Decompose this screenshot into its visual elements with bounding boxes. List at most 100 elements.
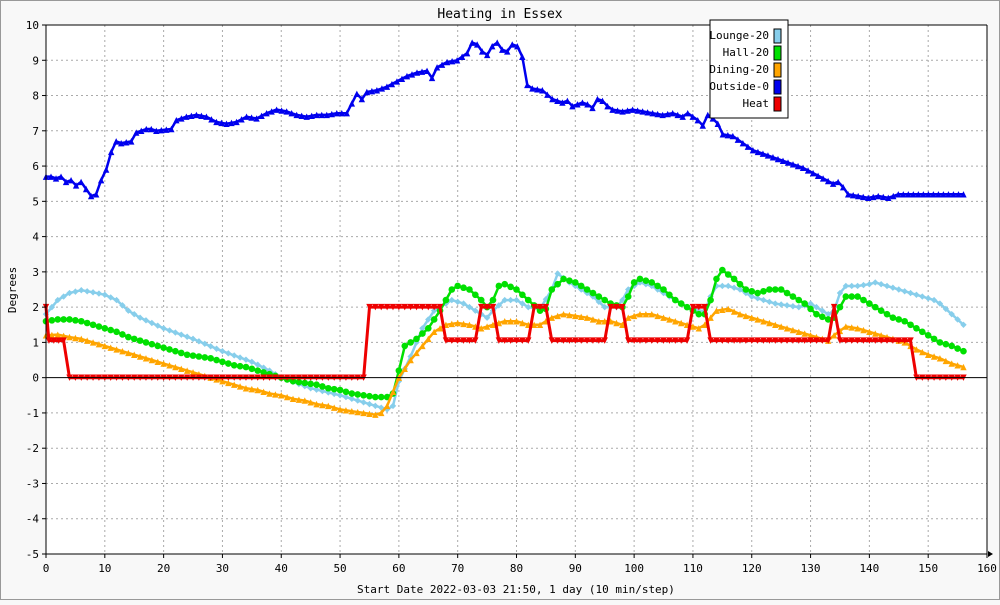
data-point (795, 303, 802, 311)
data-point (754, 148, 762, 156)
data-point (719, 306, 726, 313)
x-axis-label: Start Date 2022-03-03 21:50, 1 day (10 m… (357, 583, 675, 596)
data-point (830, 332, 838, 339)
data-point (372, 402, 379, 410)
data-point (83, 337, 91, 344)
data-point (308, 112, 315, 120)
y-tick-label: 10 (26, 19, 39, 32)
data-point (583, 337, 591, 344)
data-point (777, 301, 785, 308)
data-point (142, 355, 150, 362)
data-point (936, 300, 944, 307)
data-point (807, 300, 814, 307)
data-point (242, 363, 250, 371)
data-point (207, 343, 214, 350)
data-point (72, 182, 80, 189)
data-point (577, 313, 585, 321)
data-point (501, 318, 508, 325)
data-point (554, 280, 561, 288)
data-point (954, 316, 961, 323)
data-point (572, 337, 579, 344)
data-point (885, 194, 892, 202)
data-point (430, 303, 438, 311)
data-point (307, 399, 314, 406)
data-point (438, 61, 446, 68)
data-point (448, 296, 456, 304)
data-point (248, 358, 256, 365)
data-point (148, 125, 155, 133)
data-point (736, 337, 744, 344)
data-point (360, 409, 367, 417)
data-point (213, 356, 220, 364)
legend-swatch (773, 62, 782, 78)
data-point (160, 360, 167, 367)
data-point (407, 339, 414, 346)
data-point (719, 131, 727, 138)
data-point (630, 337, 638, 344)
data-point (569, 102, 576, 110)
data-point (60, 293, 67, 300)
data-point (360, 392, 367, 399)
data-point (525, 303, 532, 311)
data-point (574, 101, 581, 108)
data-point (72, 334, 79, 342)
x-tick-label: 40 (275, 562, 288, 575)
data-point (207, 354, 214, 362)
data-point (783, 337, 791, 344)
data-point (383, 83, 391, 90)
data-point (298, 112, 305, 120)
data-point (208, 116, 215, 123)
data-point (373, 87, 381, 94)
data-point (358, 95, 366, 103)
data-point (848, 282, 855, 290)
y-tick-label: 3 (32, 266, 39, 279)
data-point (189, 335, 197, 343)
x-tick-label: 150 (918, 562, 938, 575)
data-point (807, 337, 814, 344)
data-point (525, 337, 532, 344)
data-point (55, 337, 62, 344)
data-point (348, 407, 356, 415)
data-point (483, 303, 491, 311)
x-tick-label: 120 (742, 562, 762, 575)
data-point (842, 337, 850, 344)
data-point (454, 282, 461, 290)
data-point (154, 358, 161, 365)
y-tick-label: -4 (26, 513, 40, 526)
data-point (193, 111, 200, 119)
data-point (95, 340, 103, 348)
data-point (669, 109, 676, 117)
data-point (789, 337, 797, 344)
data-point (83, 288, 91, 295)
data-point (870, 193, 877, 201)
data-point (777, 286, 785, 293)
data-point (648, 282, 655, 290)
data-point (330, 404, 338, 411)
data-point (672, 318, 679, 325)
data-point (489, 303, 497, 311)
data-point (288, 109, 295, 117)
data-point (901, 288, 908, 295)
data-point (313, 381, 320, 389)
data-point (634, 107, 641, 114)
data-point (160, 344, 167, 351)
data-point (913, 346, 920, 353)
data-point (54, 316, 62, 323)
data-point (223, 120, 230, 127)
data-point (813, 310, 820, 318)
data-point (113, 328, 120, 336)
data-point (794, 162, 802, 170)
data-point (854, 282, 861, 290)
data-point (530, 321, 538, 328)
data-point (942, 340, 950, 348)
data-point (860, 296, 867, 304)
data-point (366, 410, 373, 418)
data-point (289, 377, 297, 385)
data-point (774, 155, 782, 163)
data-point (707, 337, 714, 344)
data-point (930, 335, 938, 343)
data-point (648, 337, 655, 344)
data-point (880, 193, 887, 201)
data-point (566, 337, 573, 344)
data-point (654, 337, 661, 344)
